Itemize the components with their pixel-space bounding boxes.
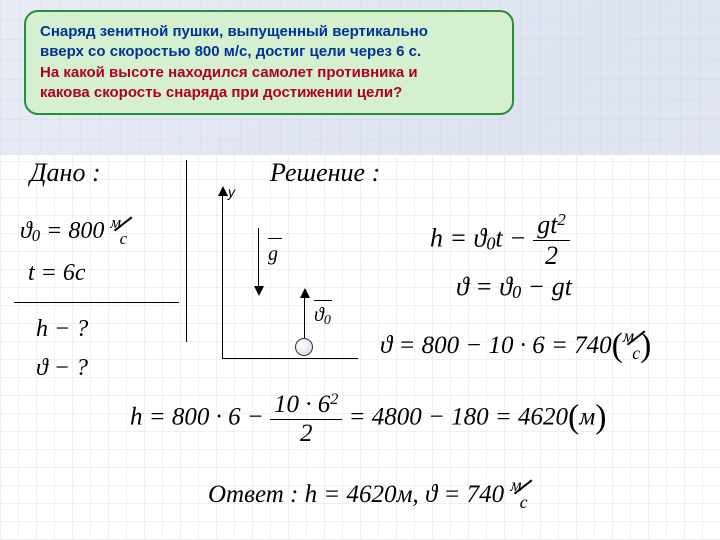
given-divider bbox=[14, 302, 179, 303]
equation-v-formula: ϑ = ϑ0 − gt bbox=[456, 272, 572, 303]
vertical-divider bbox=[186, 160, 187, 342]
y-axis-line bbox=[222, 188, 223, 358]
problem-line-4: какова скорость снаряда при достижении ц… bbox=[40, 84, 402, 101]
problem-line-3: На какой высоте находился самолет против… bbox=[40, 64, 418, 81]
v0-vector-bar-icon bbox=[314, 300, 332, 301]
heading-reshenie: Решение : bbox=[270, 158, 380, 188]
v0-vector-arrow-icon bbox=[300, 288, 310, 298]
answer-line: Ответ : h = 4620м, ϑ = 740 мс bbox=[208, 475, 528, 513]
equation-v-numeric: ϑ = 800 − 10 · 6 = 740(мс) bbox=[380, 326, 651, 365]
g-vector-arrow-icon bbox=[254, 286, 264, 296]
find-v: ϑ − ? bbox=[36, 355, 88, 382]
given-t: t = 6с bbox=[28, 260, 86, 287]
heading-dano: Дано : bbox=[30, 158, 101, 188]
problem-line-1: Снаряд зенитной пушки, выпущенный вертик… bbox=[40, 23, 428, 40]
g-vector bbox=[258, 228, 259, 288]
v0-vector bbox=[304, 290, 305, 338]
g-vector-line bbox=[258, 228, 259, 288]
given-v0: ϑ0 = 800 мс bbox=[20, 213, 127, 249]
projectile-icon bbox=[295, 338, 313, 356]
g-label: g bbox=[268, 243, 278, 266]
y-axis-arrow-icon bbox=[218, 186, 228, 196]
g-vector-bar-icon bbox=[268, 238, 282, 239]
equation-h-numeric: h = 800 · 6 − 10 · 622 = 4800 − 180 = 46… bbox=[130, 390, 606, 448]
diagram: у g ϑ0 bbox=[210, 188, 360, 368]
problem-line-2: вверх со скоростью 800 м/с, достиг цели … bbox=[40, 43, 421, 60]
problem-statement-box: Снаряд зенитной пушки, выпущенный вертик… bbox=[24, 10, 514, 115]
v0-label: ϑ0 bbox=[314, 304, 331, 329]
y-axis-label: у bbox=[228, 184, 235, 200]
x-axis-line bbox=[222, 358, 358, 359]
equation-h-formula: h = ϑ0t − gt22 bbox=[430, 210, 570, 271]
find-h: h − ? bbox=[36, 316, 88, 343]
